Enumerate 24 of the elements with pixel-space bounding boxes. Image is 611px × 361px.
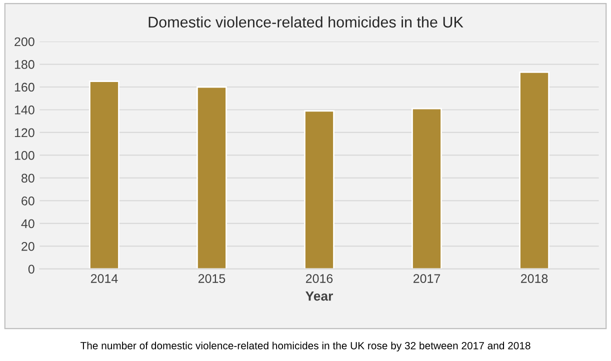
x-axis-title: Year bbox=[306, 292, 333, 301]
y-tick-label: 0 bbox=[28, 264, 34, 274]
x-tick-label: 2016 bbox=[306, 274, 333, 283]
y-tick-label: 60 bbox=[22, 196, 34, 206]
bar bbox=[89, 80, 120, 269]
y-tick-label: 40 bbox=[21, 219, 34, 228]
x-tick-label: 2018 bbox=[521, 274, 548, 283]
y-tick-label: 20 bbox=[22, 242, 34, 251]
x-tick-label: 2014 bbox=[90, 274, 118, 283]
bar bbox=[196, 86, 227, 269]
x-tick-label: 2017 bbox=[413, 274, 440, 283]
x-tick-label: 2015 bbox=[198, 274, 226, 283]
text: The number of domestic violence-related homicides in the UK rose by 32 between 2017 and 2018 bbox=[80, 342, 530, 352]
y-tick-label: 120 bbox=[14, 128, 34, 138]
y-tick-label: 200 bbox=[14, 37, 34, 46]
bar bbox=[519, 72, 550, 269]
bar bbox=[412, 108, 442, 269]
y-tick-label: 160 bbox=[14, 82, 34, 92]
y-tick-label: 140 bbox=[14, 106, 34, 114]
y-tick-label: 80 bbox=[21, 174, 34, 183]
y-tick-label: 100 bbox=[14, 151, 34, 160]
y-tick-label: 180 bbox=[14, 60, 34, 69]
chart-title: Domestic violence-related homicides in the UK bbox=[148, 16, 464, 28]
bar bbox=[304, 110, 334, 269]
